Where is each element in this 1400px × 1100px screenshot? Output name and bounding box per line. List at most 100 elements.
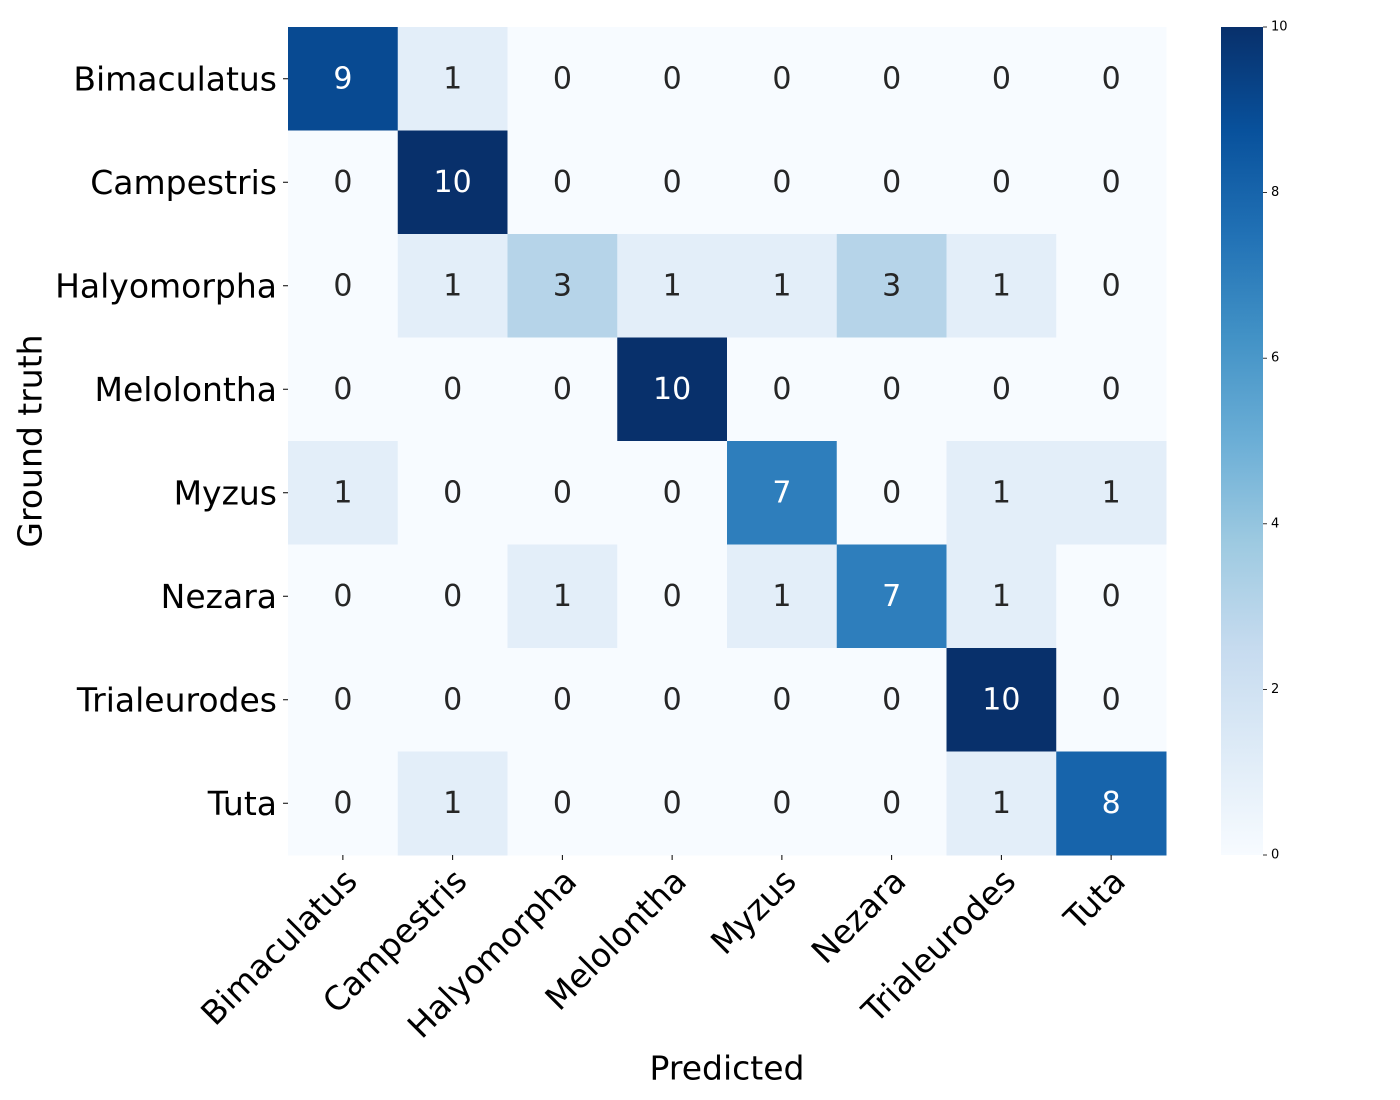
- heatmap-cell: [288, 130, 399, 235]
- heatmap-cell: [288, 27, 399, 131]
- cell-value-label: 1: [553, 579, 572, 614]
- x-tick-label: Myzus: [703, 861, 804, 962]
- cell-value-label: 0: [553, 682, 572, 717]
- heatmap-cell: [288, 544, 399, 649]
- heatmap-cell: [617, 441, 728, 545]
- cell-value-label: 0: [333, 165, 352, 200]
- heatmap-cell: [397, 441, 508, 545]
- cell-value-label: 0: [553, 475, 572, 510]
- y-tick-label: Melolontha: [95, 370, 277, 409]
- cell-value-label: 0: [443, 682, 462, 717]
- cell-value-label: 0: [772, 372, 791, 407]
- cell-value-label: 7: [772, 475, 791, 510]
- heatmap-cell: [836, 234, 947, 338]
- cell-value-label: 0: [663, 61, 682, 96]
- heatmap-cell: [727, 234, 838, 338]
- row-labels: Bimaculatus Campestris Halyomorpha Melolont…: [55, 59, 288, 823]
- heatmap-cell: [617, 27, 728, 131]
- colorbar-ticks: 0 2 4 6 8 10: [1263, 20, 1288, 863]
- colorbar-tick-label: 6: [1271, 351, 1279, 366]
- heatmap-cell: [946, 337, 1057, 442]
- heatmap-cell: [727, 648, 838, 752]
- heatmap-cell: [836, 544, 947, 649]
- cell-value-label: 1: [443, 61, 462, 96]
- heatmap-cell: [397, 751, 508, 856]
- cell-value-label: 0: [882, 786, 901, 821]
- cell-value-label: 1: [992, 579, 1011, 614]
- heatmap-cell: [288, 234, 399, 338]
- heatmap-cell: [617, 648, 728, 752]
- cell-value-label: 1: [992, 786, 1011, 821]
- colorbar-tick-label: 10: [1271, 20, 1288, 35]
- heatmap-cell: [946, 441, 1057, 545]
- heatmap-cell: [397, 234, 508, 338]
- cell-value-label: 1: [333, 475, 352, 510]
- heatmap-cell: [836, 337, 947, 442]
- cell-value-label: 0: [882, 372, 901, 407]
- cell-value-label: 1: [992, 475, 1011, 510]
- heatmap-cell: [1056, 648, 1167, 752]
- cell-value-label: 1: [663, 268, 682, 303]
- heatmap-cell: [946, 27, 1057, 131]
- heatmap-cell: [397, 544, 508, 649]
- cell-value-label: 0: [772, 786, 791, 821]
- colorbar-tick-label: 8: [1271, 185, 1279, 200]
- heatmap-cell: [288, 337, 399, 442]
- x-axis-title: Predicted: [650, 1049, 805, 1088]
- cell-value-label: 0: [992, 165, 1011, 200]
- heatmap-cell: [617, 234, 728, 338]
- y-tick-label: Campestris: [90, 163, 277, 202]
- cell-value-label: 0: [553, 786, 572, 821]
- cell-value-label: 3: [553, 268, 572, 303]
- heatmap-cell: [836, 130, 947, 235]
- cell-value-label: 0: [882, 165, 901, 200]
- cell-value-label: 1: [1102, 475, 1121, 510]
- cell-value-label: 0: [1102, 268, 1121, 303]
- heatmap-cell: [836, 27, 947, 131]
- y-axis-title: Ground truth: [11, 334, 50, 547]
- heatmap-cell: [946, 234, 1057, 338]
- cell-value-label: 1: [772, 579, 791, 614]
- y-tick-label: Myzus: [174, 473, 277, 512]
- heatmap-cell: [1056, 130, 1167, 235]
- heatmap-cell: [617, 337, 728, 442]
- heatmap-cell: [507, 234, 618, 338]
- cell-value-label: 7: [882, 579, 901, 614]
- heatmap-cell: [617, 130, 728, 235]
- cell-value-label: 0: [1102, 579, 1121, 614]
- cell-value-label: 0: [772, 165, 791, 200]
- cell-value-label: 1: [443, 268, 462, 303]
- cell-value-label: 0: [333, 268, 352, 303]
- cell-value-label: 9: [333, 61, 352, 96]
- cell-value-label: 0: [772, 682, 791, 717]
- heatmap-cell: [836, 648, 947, 752]
- cell-value-label: 10: [982, 682, 1020, 717]
- cell-value-label: 0: [1102, 61, 1121, 96]
- y-tick-label: Trialeurodes: [76, 680, 277, 719]
- heatmap-cell: [507, 337, 618, 442]
- cell-value-label: 0: [553, 61, 572, 96]
- heatmap-cell: [1056, 234, 1167, 338]
- heatmap-cell: [836, 441, 947, 545]
- heatmap-cell: [836, 751, 947, 856]
- cell-value-label: 0: [663, 682, 682, 717]
- x-tick-label: Tuta: [1056, 861, 1133, 938]
- cell-value-label: 0: [553, 372, 572, 407]
- heatmap-cell: [507, 648, 618, 752]
- cell-value-label: 0: [333, 372, 352, 407]
- colorbar-tick-label: 4: [1271, 516, 1279, 531]
- heatmap-cell: [617, 751, 728, 856]
- heatmap-cell: [507, 544, 618, 649]
- heatmap-cells: 9 1 0 0 0 0 0 00 10 0 0 0 0 0 00 1 3 1 1 3 1 00 0 0 10 0 0 0 01 0 0 0 7 0…: [288, 27, 1167, 856]
- cell-value-label: 8: [1102, 786, 1121, 821]
- heatmap-cell: [1056, 337, 1167, 442]
- cell-value-label: 0: [1102, 682, 1121, 717]
- heatmap-cell: [507, 441, 618, 545]
- cell-value-label: 0: [992, 61, 1011, 96]
- colorbar-tick-label: 2: [1271, 682, 1279, 697]
- cell-value-label: 0: [333, 579, 352, 614]
- cell-value-label: 0: [882, 475, 901, 510]
- heatmap-cell: [946, 648, 1057, 752]
- cell-value-label: 0: [882, 682, 901, 717]
